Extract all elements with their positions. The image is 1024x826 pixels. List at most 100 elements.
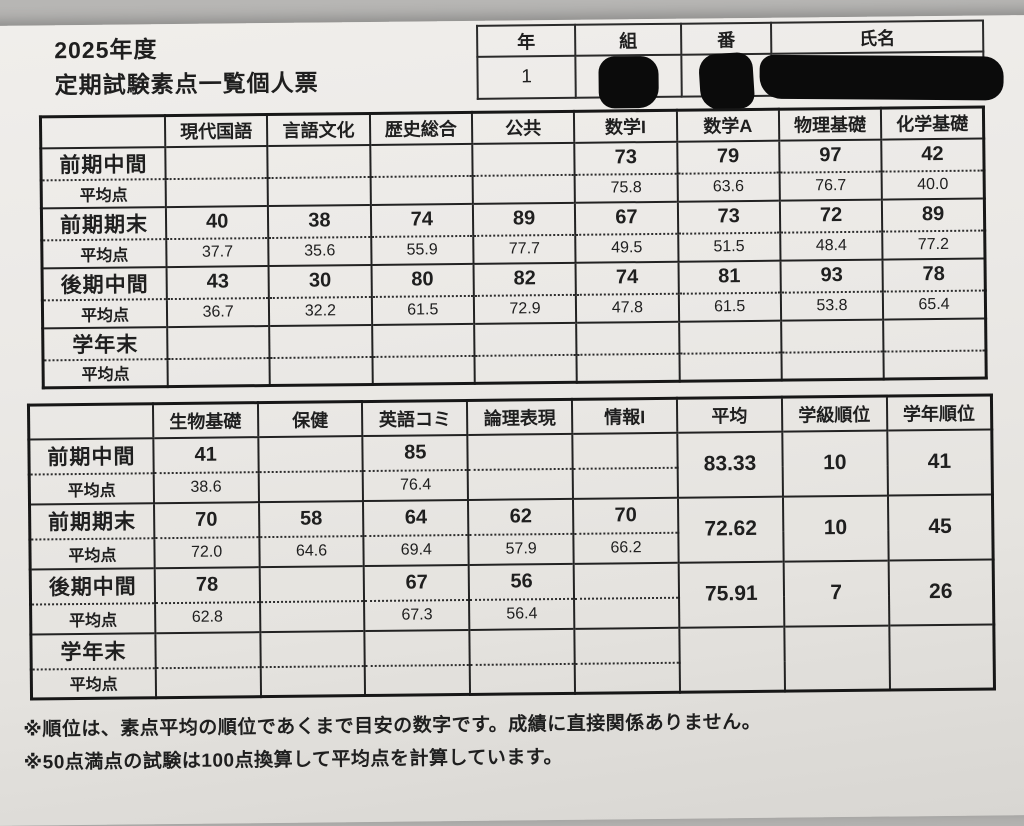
score-cell xyxy=(472,142,575,176)
score-cell: 81 xyxy=(678,260,781,294)
period-label: 学年末 xyxy=(30,632,156,670)
subject-header: 公共 xyxy=(471,111,575,144)
average-cell: 49.5 xyxy=(575,233,679,263)
average-cell: 76.7 xyxy=(779,171,883,201)
average-row-label: 平均点 xyxy=(29,472,154,505)
average-cell xyxy=(258,470,364,502)
period-label: 学年末 xyxy=(42,326,168,360)
average-cell xyxy=(267,176,371,206)
period-label: 前期中間 xyxy=(28,437,154,475)
summary-cell: 72.62 xyxy=(677,496,784,563)
score-cell xyxy=(259,565,365,602)
average-cell: 38.6 xyxy=(153,471,259,503)
score-cell: 78 xyxy=(154,566,260,603)
average-cell: 76.4 xyxy=(363,469,469,501)
score-cell: 80 xyxy=(371,263,474,297)
score-cell: 73 xyxy=(574,141,678,175)
average-row-label: 平均点 xyxy=(29,537,155,570)
average-cell: 51.5 xyxy=(677,232,781,262)
average-cell xyxy=(259,600,365,632)
student-name-header: 氏名 xyxy=(771,20,984,54)
summary-header: 学年順位 xyxy=(886,394,992,431)
average-cell: 77.7 xyxy=(473,234,576,264)
score-cell: 43 xyxy=(166,265,270,299)
average-cell: 69.4 xyxy=(363,534,469,566)
score-cell: 30 xyxy=(268,264,372,298)
average-cell xyxy=(365,664,471,696)
subject-header: 数学A xyxy=(676,109,780,142)
period-label: 後期中間 xyxy=(42,266,167,300)
average-cell: 35.6 xyxy=(268,236,372,266)
score-cell: 67 xyxy=(575,201,678,235)
average-cell: 64.6 xyxy=(258,535,365,567)
student-class-value xyxy=(575,54,682,109)
average-cell xyxy=(467,468,574,500)
average-cell xyxy=(574,662,680,694)
score-cell xyxy=(780,319,884,353)
summary-cell xyxy=(784,625,890,692)
subject-header: 化学基礎 xyxy=(881,107,984,140)
score-cell: 89 xyxy=(472,202,576,236)
score-cell: 79 xyxy=(676,140,780,174)
score-cell xyxy=(257,435,364,472)
average-cell xyxy=(572,467,678,499)
student-class-header: 組 xyxy=(575,23,682,56)
score-cell xyxy=(467,433,573,470)
average-cell: 62.8 xyxy=(154,601,260,633)
period-label: 後期中間 xyxy=(30,567,155,605)
average-cell: 77.2 xyxy=(882,230,985,260)
summary-cell: 10 xyxy=(782,430,888,497)
corner-cell xyxy=(40,115,166,148)
score-cell xyxy=(883,318,986,352)
average-cell: 36.7 xyxy=(166,297,270,327)
score-cell xyxy=(576,321,679,355)
summary-cell: 41 xyxy=(886,428,993,496)
average-cell xyxy=(260,665,366,697)
score-cell: 42 xyxy=(881,138,985,172)
average-cell xyxy=(474,354,577,384)
average-cell: 57.9 xyxy=(468,533,574,565)
average-cell: 56.4 xyxy=(469,598,575,630)
score-cell: 41 xyxy=(153,436,259,473)
average-cell xyxy=(883,350,987,380)
summary-cell: 83.33 xyxy=(677,431,783,498)
score-cell xyxy=(267,144,371,178)
average-row-label: 平均点 xyxy=(41,178,166,208)
score-cell xyxy=(469,628,575,665)
corner-cell xyxy=(28,403,154,440)
average-cell xyxy=(574,597,680,629)
student-number-value xyxy=(681,51,772,111)
average-row-label: 平均点 xyxy=(42,298,168,328)
average-cell: 75.8 xyxy=(574,173,678,203)
subject-header: 言語文化 xyxy=(267,113,370,146)
average-cell xyxy=(370,175,473,205)
average-cell: 55.9 xyxy=(370,235,474,265)
summary-header: 学級順位 xyxy=(781,396,887,432)
score-cell: 78 xyxy=(882,258,986,292)
average-cell xyxy=(678,352,782,382)
average-cell xyxy=(576,353,680,383)
average-cell: 61.5 xyxy=(371,295,475,325)
score-cell: 56 xyxy=(468,563,575,600)
score-cell: 72 xyxy=(779,199,883,233)
average-cell: 48.4 xyxy=(780,231,883,261)
summary-cell: 26 xyxy=(888,558,994,626)
subject-header: 現代国語 xyxy=(164,114,268,147)
average-cell xyxy=(469,663,576,695)
score-cell xyxy=(371,323,475,357)
student-number-header: 番 xyxy=(681,22,772,55)
score-cell: 82 xyxy=(473,262,577,296)
average-row-label: 平均点 xyxy=(42,358,168,388)
subject-header: 生物基礎 xyxy=(152,402,258,438)
summary-cell xyxy=(679,626,785,693)
score-cell xyxy=(474,322,577,356)
period-label: 前期中間 xyxy=(40,146,166,180)
redaction-mark xyxy=(598,55,659,109)
score-cell xyxy=(259,630,366,667)
average-cell xyxy=(372,355,475,385)
summary-header: 平均 xyxy=(676,397,783,433)
score-cell: 58 xyxy=(258,500,364,537)
student-grade-value: 1 xyxy=(477,55,576,99)
average-cell xyxy=(781,351,884,381)
summary-cell: 75.91 xyxy=(678,561,785,628)
